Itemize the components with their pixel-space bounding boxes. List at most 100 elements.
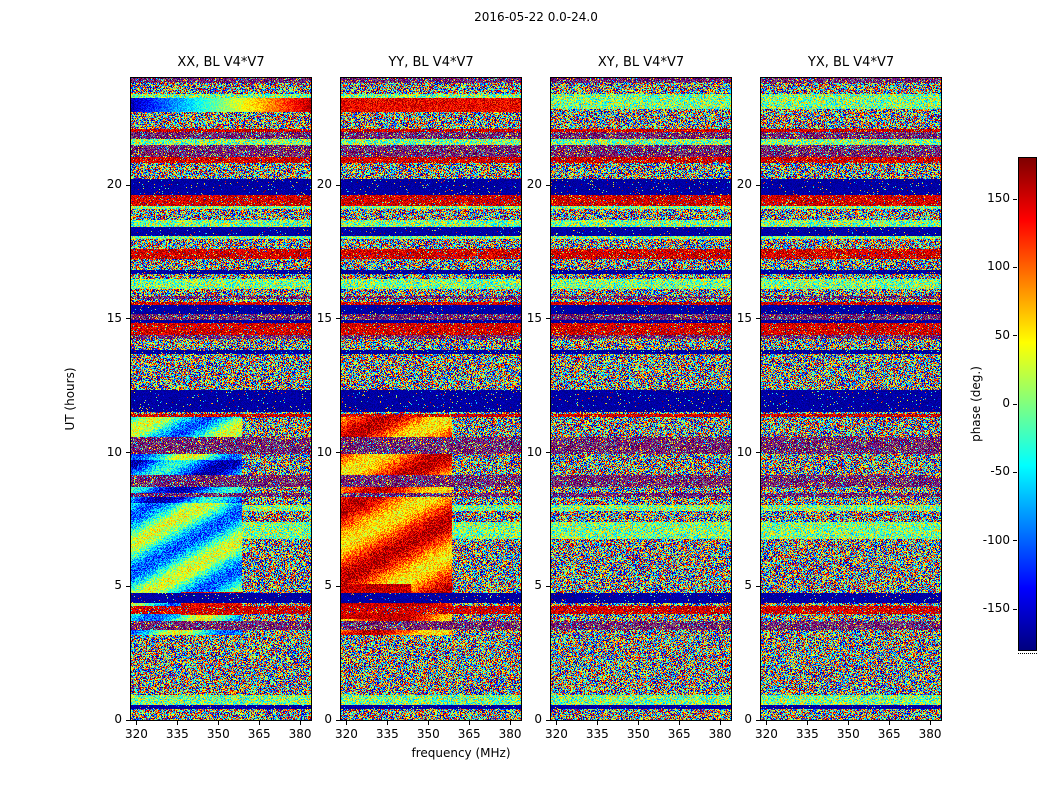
heatmap-frame-yx bbox=[760, 77, 942, 721]
y-tick-label: 15 bbox=[106, 310, 122, 325]
panel-title-yx: YX, BL V4*V7 bbox=[807, 55, 895, 70]
x-tick bbox=[678, 721, 680, 725]
y-tick bbox=[546, 452, 550, 453]
panel-title-xx: XX, BL V4*V7 bbox=[177, 55, 265, 70]
colorbar-tick bbox=[1013, 540, 1017, 542]
x-tick bbox=[806, 721, 808, 725]
x-tick bbox=[637, 721, 639, 725]
y-tick-label: 20 bbox=[526, 177, 542, 191]
panel-title-xy: XY, BL V4*V7 bbox=[597, 55, 685, 70]
y-tick bbox=[756, 585, 760, 587]
y-tick-label: 15 bbox=[736, 310, 752, 325]
y-tick-label: 0 bbox=[534, 712, 542, 726]
y-tick bbox=[336, 184, 340, 186]
x-tick-label: 380 bbox=[708, 727, 732, 741]
y-tick-label: 15 bbox=[526, 310, 542, 325]
x-tick-label: 350 bbox=[416, 727, 440, 741]
y-tick bbox=[546, 318, 550, 320]
x-tick bbox=[258, 721, 260, 725]
y-tick bbox=[546, 184, 550, 186]
colorbar-tick bbox=[1013, 403, 1017, 405]
y-tick bbox=[756, 719, 760, 721]
heatmap-frame-yy bbox=[340, 77, 522, 721]
x-tick bbox=[299, 721, 301, 725]
x-tick-label: 380 bbox=[918, 727, 942, 741]
y-tick-label: 0 bbox=[324, 712, 332, 726]
y-tick bbox=[336, 719, 340, 721]
y-tick-label: 10 bbox=[526, 444, 542, 459]
colorbar-tick bbox=[1013, 198, 1017, 200]
x-tick-label: 365 bbox=[877, 727, 901, 741]
colorbar-tick bbox=[1013, 608, 1017, 610]
colorbar-frame bbox=[1018, 157, 1037, 651]
colorbar-extend-dotted bbox=[1018, 653, 1037, 654]
colorbar-tick bbox=[1013, 471, 1017, 473]
y-tick bbox=[336, 318, 340, 320]
x-tick bbox=[176, 721, 178, 725]
y-tick bbox=[546, 719, 550, 721]
y-tick bbox=[756, 184, 760, 186]
y-tick bbox=[756, 452, 760, 453]
y-tick-label: 10 bbox=[106, 444, 122, 459]
y-tick bbox=[126, 318, 130, 320]
x-tick bbox=[719, 721, 721, 725]
x-tick-label: 365 bbox=[247, 727, 271, 741]
y-tick-label: 5 bbox=[744, 578, 752, 593]
colorbar-canvas bbox=[1019, 158, 1036, 650]
x-tick bbox=[847, 721, 849, 725]
x-tick-label: 320 bbox=[125, 727, 148, 741]
x-tick-label: 350 bbox=[206, 727, 230, 741]
x-tick bbox=[386, 721, 388, 725]
y-axis-label: UT (hours) bbox=[63, 367, 77, 431]
x-axis-label: frequency (MHz) bbox=[411, 746, 511, 760]
heatmap-canvas-xx bbox=[131, 78, 311, 720]
x-tick bbox=[217, 721, 219, 725]
heatmap-canvas-yx bbox=[761, 78, 941, 720]
y-tick bbox=[756, 318, 760, 320]
y-tick-label: 5 bbox=[324, 578, 332, 593]
panel-title-yy: YY, BL V4*V7 bbox=[388, 55, 474, 70]
heatmap-canvas-yy bbox=[341, 78, 521, 720]
y-tick bbox=[336, 585, 340, 587]
colorbar-tick-label: -150 bbox=[982, 601, 1010, 615]
x-tick bbox=[135, 721, 137, 725]
y-tick-label: 20 bbox=[316, 177, 332, 191]
colorbar-tick-label: 100 bbox=[987, 259, 1010, 274]
x-tick-label: 380 bbox=[498, 727, 522, 741]
x-tick bbox=[765, 721, 767, 725]
colorbar-tick-label: -50 bbox=[990, 464, 1010, 479]
colorbar-tick bbox=[1013, 266, 1017, 268]
x-tick-label: 380 bbox=[288, 727, 312, 741]
heatmap-frame-xx bbox=[130, 77, 312, 721]
x-tick-label: 365 bbox=[667, 727, 691, 741]
x-tick-label: 320 bbox=[755, 727, 778, 741]
y-tick bbox=[126, 719, 130, 721]
x-tick bbox=[509, 721, 511, 725]
y-tick-label: 10 bbox=[316, 444, 332, 459]
x-tick bbox=[888, 721, 890, 725]
x-tick-label: 320 bbox=[545, 727, 568, 741]
x-tick bbox=[468, 721, 470, 725]
y-tick bbox=[126, 452, 130, 453]
x-tick-label: 335 bbox=[795, 727, 819, 741]
y-tick bbox=[126, 184, 130, 186]
x-tick bbox=[929, 721, 931, 725]
colorbar-tick-label: 150 bbox=[987, 191, 1010, 205]
colorbar-tick-label: -100 bbox=[982, 532, 1010, 547]
y-tick-label: 20 bbox=[106, 177, 122, 191]
colorbar-tick-label: 0 bbox=[1002, 396, 1010, 410]
y-tick-label: 0 bbox=[114, 712, 122, 726]
x-tick-label: 335 bbox=[375, 727, 399, 741]
heatmap-canvas-xy bbox=[551, 78, 731, 720]
y-tick bbox=[336, 452, 340, 453]
x-tick-label: 350 bbox=[626, 727, 650, 741]
figure-title: 2016-05-22 0.0-24.0 bbox=[474, 10, 598, 24]
y-tick-label: 10 bbox=[736, 444, 752, 459]
x-tick bbox=[555, 721, 557, 725]
colorbar-tick-label: 50 bbox=[994, 327, 1010, 342]
y-tick-label: 15 bbox=[316, 310, 332, 325]
y-tick bbox=[126, 585, 130, 587]
x-tick bbox=[345, 721, 347, 725]
x-tick-label: 365 bbox=[457, 727, 481, 741]
